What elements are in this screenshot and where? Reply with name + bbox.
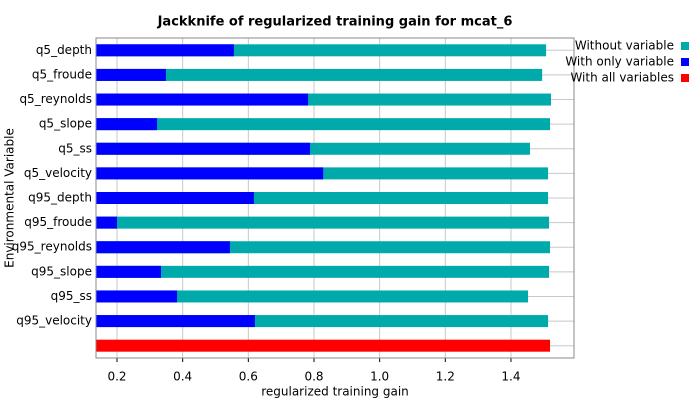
- legend-label: Without variable: [575, 39, 674, 53]
- x-tick-label: 1.0: [370, 370, 389, 384]
- bar: [96, 44, 234, 57]
- y-tick-label: q95_froude: [24, 215, 92, 229]
- chart-title: Jackknife of regularized training gain f…: [157, 15, 513, 30]
- bar: [96, 118, 158, 131]
- y-tick-label: q5_froude: [32, 67, 92, 81]
- x-tick-label: 1.2: [436, 370, 455, 384]
- legend-label: With all variables: [570, 71, 674, 85]
- y-tick-label: q95_reynolds: [12, 240, 92, 254]
- bar: [96, 118, 551, 131]
- legend-swatch: [681, 58, 689, 66]
- bar: [96, 339, 551, 352]
- x-tick-label: 0.6: [239, 370, 258, 384]
- bar: [96, 290, 178, 303]
- bar: [96, 68, 543, 81]
- x-tick-label: 1.4: [501, 370, 520, 384]
- x-tick-label: 0.4: [173, 370, 192, 384]
- y-tick-label: q95_ss: [51, 289, 92, 303]
- y-tick-label: q5_slope: [39, 117, 92, 131]
- y-tick-label: q5_reynolds: [19, 92, 92, 106]
- y-tick-label: q95_slope: [31, 264, 92, 278]
- y-tick-label: q5_depth: [36, 43, 92, 57]
- bar: [96, 216, 118, 229]
- x-tick-label: 0.2: [107, 370, 126, 384]
- legend-swatch: [681, 42, 689, 50]
- bar: [96, 290, 529, 303]
- bar: [96, 68, 166, 81]
- y-tick-label: q5_velocity: [24, 166, 92, 180]
- bar: [96, 265, 162, 278]
- y-tick-label: q95_depth: [28, 191, 92, 205]
- bar: [96, 93, 309, 106]
- bar: [96, 315, 255, 328]
- legend-swatch: [681, 74, 689, 82]
- y-axis-label: Environmental Variable: [3, 128, 17, 268]
- bar: [96, 216, 550, 229]
- x-axis-label: regularized training gain: [261, 385, 409, 399]
- legend-label: With only variable: [565, 55, 674, 69]
- bar: [96, 167, 324, 180]
- bar: [96, 142, 311, 155]
- x-tick-label: 0.8: [304, 370, 323, 384]
- bar: [96, 265, 550, 278]
- bar: [96, 192, 254, 204]
- bar: [96, 241, 230, 254]
- y-tick-label: q5_ss: [58, 141, 92, 155]
- plot-border: [95, 37, 575, 359]
- y-tick-label: q95_velocity: [16, 314, 92, 328]
